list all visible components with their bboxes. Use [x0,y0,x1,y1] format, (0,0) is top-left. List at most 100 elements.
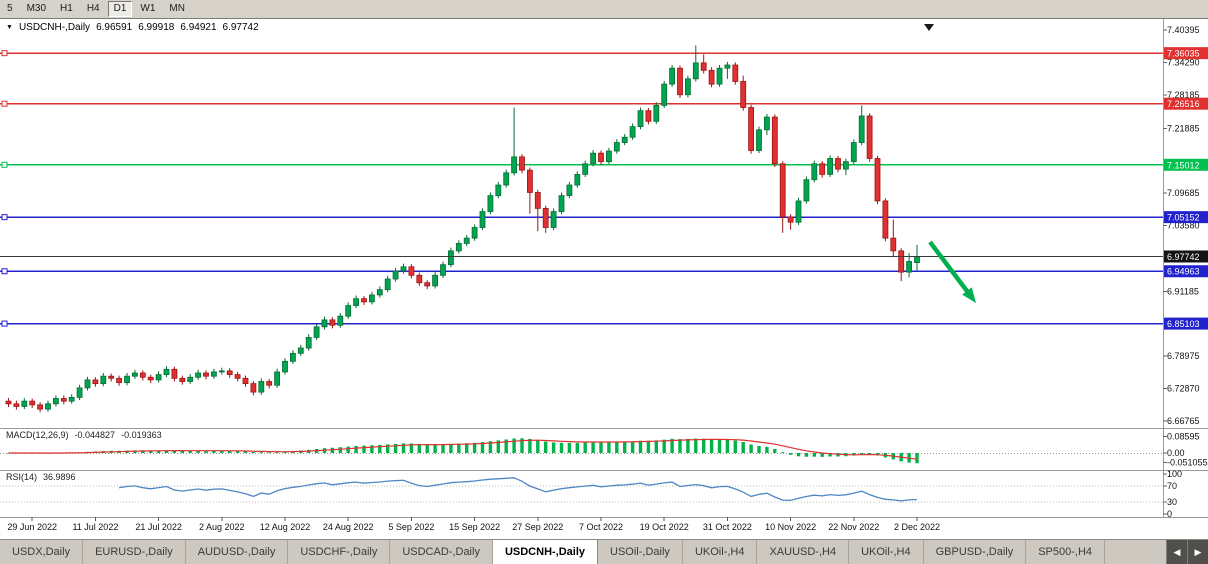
rsi-axis-label: 100 [1167,469,1182,479]
tab-gbpusd-daily[interactable]: GBPUSD-,Daily [924,540,1027,564]
price-badge-7.05152: 7.05152 [1164,211,1208,224]
tab-usdcnh-daily[interactable]: USDCNH-,Daily [492,540,599,564]
rsi-axis-label: 0 [1167,509,1172,519]
price-badge-7.15012: 7.15012 [1164,158,1208,171]
rsi-axis-label: 70 [1167,481,1177,491]
candlestick-series[interactable] [5,45,920,413]
rsi-axis-label: 30 [1167,497,1177,507]
price-axis-label: 6.66765 [1167,416,1200,426]
tab-audusd-daily[interactable]: AUDUSD-,Daily [186,540,289,564]
tab-usdcad-daily[interactable]: USDCAD-,Daily [390,540,493,564]
date-axis-label: 2 Dec 2022 [894,522,940,532]
scroll-left-icon: ◀ [1173,546,1181,557]
svg-text:6.97742: 6.97742 [1167,252,1200,262]
date-axis-label: 5 Sep 2022 [388,522,434,532]
timeframe-button-h1[interactable]: H1 [60,3,73,14]
tab-scroll-controls: ◀ ▶ [1166,540,1208,564]
macd-name: MACD(12,26,9) [6,430,69,440]
hline-7.36035[interactable] [0,50,1163,57]
svg-text:7.15012: 7.15012 [1167,160,1200,170]
rsi-line [119,477,918,502]
macd-main-value: -0.044827 [74,430,116,440]
price-axis-label: 7.03580 [1167,220,1200,230]
tab-xauusd-h4[interactable]: XAUUSD-,H4 [757,540,850,564]
timeframe-button-5[interactable]: 5 [7,3,13,14]
macd-histogram [6,438,919,464]
timeframe-toolbar: 5 M30 H1 H4 D1 W1 MN [0,0,1208,19]
svg-text:7.36035: 7.36035 [1167,49,1200,59]
ohlc-low: 6.94921 [180,22,217,33]
price-axis-label: 7.40395 [1167,25,1200,35]
tabs-scroll-left-button[interactable]: ◀ [1166,540,1187,564]
date-axis-label: 29 Jun 2022 [7,522,57,532]
tab-sp500-h4[interactable]: SP500-,H4 [1026,540,1106,564]
macd-signal-value: -0.019363 [121,430,162,440]
macd-signal-line [8,438,918,460]
chart-header: ▼ USDCNH-,Daily 6.96591 6.99918 6.94921 … [6,22,259,33]
svg-text:7.26516: 7.26516 [1167,99,1200,109]
current-price-badge: 6.97742 [1164,250,1208,263]
price-axis-label: 7.28185 [1167,90,1200,100]
symbol-tab-strip: USDX,Daily EURUSD-,Daily AUDUSD-,Daily USDC… [0,540,1166,564]
price-axis-label: 6.91185 [1167,286,1199,296]
rsi-indicator-label: RSI(14) 36.9896 [6,472,76,482]
date-axis-label: 11 Jul 2022 [72,522,118,532]
tab-ukoil-h4[interactable]: UKOil-,H4 [683,540,758,564]
price-axis-label: 7.34290 [1167,57,1200,67]
date-axis-label: 27 Sep 2022 [512,522,563,532]
ohlc-open: 6.96591 [96,22,133,33]
timeframe-button-h4[interactable]: H4 [86,3,100,14]
macd-axis-label: -0.051055 [1167,458,1208,468]
price-axis-label: 6.72870 [1167,384,1200,394]
timeframe-button-w1[interactable]: W1 [140,3,156,14]
timeframe-button-mn[interactable]: MN [169,3,185,14]
ohlc-high: 6.99918 [138,22,175,33]
hline-7.15012[interactable] [0,161,1163,168]
tab-usdx-daily[interactable]: USDX,Daily [0,540,84,564]
chart-dropdown-icon[interactable]: ▼ [6,24,13,31]
date-axis-label: 2 Aug 2022 [199,522,245,532]
date-axis-label: 12 Aug 2022 [260,522,311,532]
symbol-tab-bar: USDX,Daily EURUSD-,Daily AUDUSD-,Daily USDC… [0,539,1208,564]
date-axis-label: 21 Jul 2022 [135,522,182,532]
macd-axis-label: 0.00 [1167,448,1185,458]
rsi-value: 36.9896 [43,472,76,482]
price-axis-label: 7.21885 [1167,123,1200,133]
rsi-name: RSI(14) [6,472,38,482]
tabs-scroll-right-button[interactable]: ▶ [1187,540,1208,564]
price-axis-label: 6.78975 [1167,351,1200,361]
chart-shift-marker[interactable] [924,24,934,31]
price-badge-7.36035: 7.36035 [1164,47,1208,60]
tab-ukoil-h4[interactable]: UKOil-,H4 [849,540,924,564]
hline-6.85103[interactable] [0,320,1163,327]
scroll-right-icon: ▶ [1194,546,1202,557]
timeframe-button-m30[interactable]: M30 [26,3,47,14]
hline-6.94963[interactable] [0,268,1163,275]
tab-eurusd-daily[interactable]: EURUSD-,Daily [83,540,186,564]
svg-text:7.05152: 7.05152 [1167,213,1200,223]
ohlc-close: 6.97742 [222,22,259,33]
price-badge-6.94963: 6.94963 [1164,265,1208,278]
macd-indicator-label: MACD(12,26,9) -0.044827 -0.019363 [6,430,162,440]
date-axis-label: 24 Aug 2022 [323,522,374,532]
date-axis-label: 19 Oct 2022 [640,522,689,532]
price-badge-7.26516: 7.26516 [1164,97,1208,110]
hline-7.26516[interactable] [0,100,1163,107]
chart-symbol-label: USDCNH-,Daily [18,22,91,33]
trend-arrow-annotation[interactable] [928,240,976,303]
date-axis-label: 10 Nov 2022 [765,522,816,532]
price-axis-label: 7.09685 [1167,188,1200,198]
svg-text:6.85103: 6.85103 [1167,319,1200,329]
hline-7.05152[interactable] [0,214,1163,221]
date-axis-label: 22 Nov 2022 [828,522,879,532]
tab-usdchf-daily[interactable]: USDCHF-,Daily [288,540,391,564]
timeframe-button-d1[interactable]: D1 [107,1,133,17]
date-axis-label: 7 Oct 2022 [579,522,623,532]
date-axis-label: 31 Oct 2022 [703,522,752,532]
tab-usoil-daily[interactable]: USOil-,Daily [598,540,683,564]
macd-axis-label: 0.08595 [1167,432,1200,442]
date-axis-label: 15 Sep 2022 [449,522,500,532]
svg-text:6.94963: 6.94963 [1167,267,1200,277]
